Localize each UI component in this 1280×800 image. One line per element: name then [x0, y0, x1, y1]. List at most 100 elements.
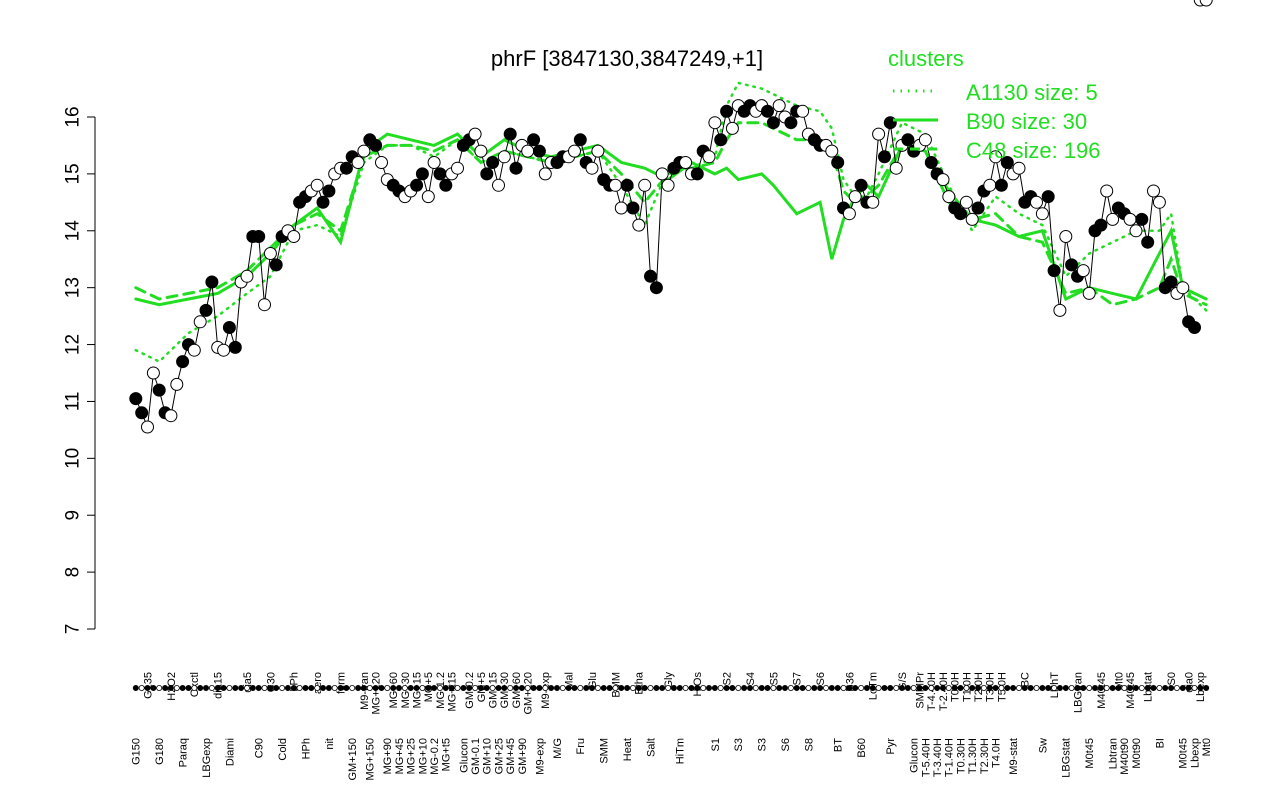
x-tick-label: Mt0 — [1201, 738, 1213, 756]
x-tick-label: Salt — [645, 738, 657, 757]
data-point — [258, 298, 271, 312]
x-tick-label: T-1.40H — [944, 738, 956, 777]
x-tick-label: Glucon — [909, 738, 921, 773]
x-tick-label: S2 — [721, 672, 733, 685]
data-point — [901, 133, 915, 147]
data-point — [644, 269, 657, 283]
x-marker — [290, 685, 297, 692]
x-tick-label: S3 — [757, 738, 769, 751]
x-tick-label: Diami — [224, 738, 236, 766]
x-tick-label: BMM — [610, 672, 622, 698]
x-marker — [1010, 685, 1017, 692]
data-point — [573, 133, 587, 147]
data-point — [708, 116, 722, 130]
data-point — [439, 178, 453, 192]
data-point — [831, 156, 845, 169]
x-marker — [665, 685, 672, 692]
x-marker — [963, 685, 970, 692]
x-marker — [1144, 685, 1151, 692]
x-marker — [758, 685, 765, 692]
x-marker — [144, 685, 151, 692]
x-marker — [928, 685, 935, 692]
x-marker — [407, 685, 414, 692]
x-marker — [612, 685, 619, 692]
data-point — [725, 121, 739, 135]
data-point — [410, 178, 424, 192]
data-point — [1012, 161, 1026, 175]
x-tick-label: T-2.40H — [938, 672, 950, 711]
x-tick-label: MG+90 — [382, 738, 394, 774]
x-marker — [559, 685, 566, 692]
x-marker — [700, 685, 707, 692]
x-tick-label: S5 — [768, 672, 780, 685]
x-marker — [548, 685, 555, 692]
x-marker — [279, 685, 286, 692]
x-tick-label: GM+150 — [347, 738, 359, 781]
legend-entry-label: C48 size: 196 — [966, 138, 1101, 163]
x-marker — [1051, 685, 1058, 692]
x-marker — [823, 685, 830, 692]
x-marker — [1127, 685, 1134, 692]
data-point — [1135, 212, 1149, 226]
x-marker — [589, 685, 596, 692]
data-point — [936, 173, 950, 187]
data-point — [135, 406, 149, 420]
data-point — [263, 247, 277, 260]
x-marker — [319, 685, 326, 692]
x-tick-label: BC — [1020, 672, 1032, 687]
x-marker — [366, 685, 373, 692]
data-point — [1100, 184, 1114, 198]
x-marker — [940, 685, 947, 692]
data-point — [217, 343, 231, 357]
x-tick-label: HPh — [300, 738, 312, 759]
x-tick-label: T2.30H — [979, 738, 991, 774]
x-marker — [343, 685, 350, 692]
data-point — [1041, 190, 1055, 204]
x-tick-label: M0t45 — [1178, 738, 1190, 769]
x-tick-label: Mt0 — [1113, 672, 1125, 690]
data-point — [339, 161, 353, 175]
x-marker — [893, 685, 900, 692]
data-point — [690, 167, 704, 181]
data-point — [1030, 195, 1043, 209]
x-marker — [401, 685, 408, 692]
x-marker — [817, 685, 824, 692]
x-tick-label: M/G — [552, 738, 564, 759]
x-marker — [1103, 685, 1110, 692]
x-marker — [162, 685, 169, 692]
data-point — [287, 230, 301, 243]
x-marker — [197, 685, 204, 692]
data-point — [954, 207, 967, 221]
x-marker — [325, 685, 332, 692]
x-tick-label: LBGtran — [1072, 672, 1084, 713]
data-point — [854, 178, 868, 192]
x-marker — [1021, 685, 1028, 692]
x-marker — [1173, 685, 1180, 692]
x-marker — [220, 685, 227, 692]
x-tick-label: M9-stat — [1008, 738, 1020, 775]
data-point — [509, 161, 523, 175]
x-tick-label: S8 — [803, 738, 815, 751]
x-marker — [659, 685, 666, 692]
x-marker — [1156, 685, 1163, 692]
x-marker — [834, 685, 841, 692]
x-marker — [571, 685, 578, 692]
x-marker — [138, 685, 145, 692]
x-marker — [840, 685, 847, 692]
x-tick-label: S4 — [745, 672, 757, 685]
data-point — [655, 167, 669, 181]
data-point — [480, 167, 494, 181]
x-marker — [331, 685, 338, 692]
data-point — [176, 355, 190, 369]
data-point — [1188, 321, 1201, 334]
x-marker — [957, 685, 964, 692]
x-tick-label: MG+120 — [370, 672, 382, 715]
x-marker — [904, 685, 911, 692]
data-point — [971, 201, 985, 215]
data-point — [994, 178, 1008, 192]
x-tick-label: Oxctl — [189, 672, 201, 697]
x-marker — [875, 685, 882, 692]
x-tick-label: MG+25 — [406, 738, 418, 774]
y-tick-label: 15 — [63, 163, 84, 184]
x-marker — [436, 685, 443, 692]
